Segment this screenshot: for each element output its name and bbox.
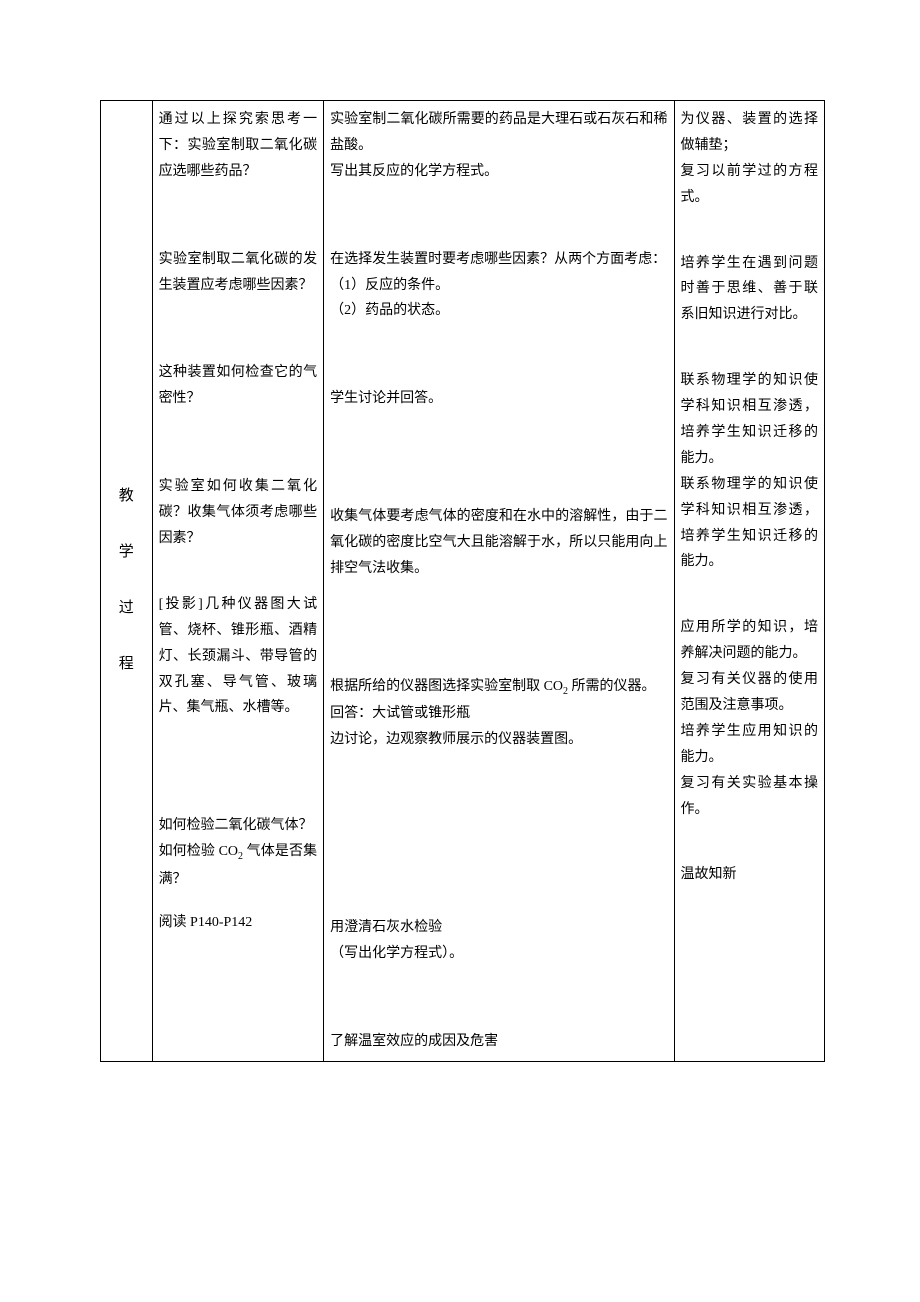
paragraph: 为仪器、装置的选择做辅垫； [681, 107, 819, 159]
paragraph: 通过以上探究索思考一下：实验室制取二氧化碳应选哪些药品？ [159, 107, 318, 185]
paragraph: 学生讨论并回答。 [330, 386, 667, 412]
spacer [159, 936, 318, 1006]
paragraph: 根据所给的仪器图选择实验室制取 CO2 所需的仪器。 [330, 674, 667, 701]
paragraph: 复习以前学过的方程式。 [681, 159, 819, 211]
spacer [330, 434, 667, 504]
paragraph: 在选择发生装置时要考虑哪些因素？从两个方面考虑： [330, 247, 667, 273]
paragraph: 如何检验二氧化碳气体？ [159, 813, 318, 839]
projection-tag: [投影] [159, 597, 203, 612]
paragraph: 了解温室效应的成因及危害 [330, 1029, 667, 1055]
paragraph: 写出其反应的化学方程式。 [330, 159, 667, 185]
paragraph: 培养学生应用知识的能力。 [681, 719, 819, 771]
spacer [159, 892, 318, 910]
paragraph: 温故知新 [681, 862, 819, 888]
paragraph: 边讨论，边观察教师展示的仪器装置图。 [330, 727, 667, 753]
paragraph: （1）反应的条件。 [330, 273, 667, 299]
spacer [159, 574, 318, 592]
paragraph: 这种装置如何检查它的气密性？ [159, 360, 318, 412]
spacer [681, 233, 819, 251]
row-label-char: 程 [107, 651, 146, 679]
paragraph: （写出化学方程式）。 [330, 941, 667, 967]
teacher-activity-cell: 通过以上探究索思考一下：实验室制取二氧化碳应选哪些药品？ 实验室制取二氧化碳的发… [152, 101, 324, 1062]
paragraph: 实验室制二氧化碳所需要的药品是大理石或石灰石和稀盐酸。 [330, 107, 667, 159]
row-label-cell: 教 学 过 程 [101, 101, 153, 1062]
row-label-char: 学 [107, 539, 146, 567]
paragraph: 如何检验 CO2 气体是否集满？ [159, 839, 318, 892]
student-activity-cell: 实验室制二氧化碳所需要的药品是大理石或石灰石和稀盐酸。 写出其反应的化学方程式。… [324, 101, 674, 1062]
paragraph: （2）药品的状态。 [330, 298, 667, 324]
text: 根据所给的仪器图选择实验室制取 CO [330, 679, 563, 694]
spacer [681, 597, 819, 615]
paragraph: 回答：大试管或锥形瓶 [330, 701, 667, 727]
paragraph: 联系物理学的知识使学科知识相互渗透，培养学生知识迁移的能力。 [681, 472, 819, 576]
lesson-table: 教 学 过 程 通过以上探究索思考一下：实验室制取二氧化碳应选哪些药品？ 实验室… [100, 100, 825, 1062]
spacer [159, 743, 318, 813]
spacer [159, 320, 318, 360]
spacer [330, 207, 667, 247]
spacer [681, 350, 819, 368]
text: 如何检验 CO [159, 844, 238, 859]
text: 所需的仪器。 [568, 679, 656, 694]
spacer [681, 844, 819, 862]
paragraph: 复习有关实验基本操作。 [681, 771, 819, 823]
paragraph: 阅读 P140-P142 [159, 910, 318, 936]
purpose-cell: 为仪器、装置的选择做辅垫； 复习以前学过的方程式。 培养学生在遇到问题时善于思维… [674, 101, 825, 1062]
paragraph: 实验室制取二氧化碳的发生装置应考虑哪些因素？ [159, 247, 318, 299]
paragraph: 收集气体要考虑气体的密度和在水中的溶解性，由于二氧化碳的密度比空气大且能溶解于水… [330, 504, 667, 582]
row-label-char: 教 [107, 483, 146, 511]
paragraph: 培养学生在遇到问题时善于思维、善于联系旧知识进行对比。 [681, 251, 819, 329]
text: 几种仪器图大试管、烧杯、锥形瓶、酒精灯、长颈漏斗、带导管的双孔塞、导气管、玻璃片… [159, 597, 318, 716]
spacer [159, 434, 318, 474]
spacer [330, 604, 667, 674]
spacer [330, 346, 667, 386]
paragraph: 联系物理学的知识使学科知识相互渗透，培养学生知识迁移的能力。 [681, 368, 819, 472]
spacer [330, 775, 667, 915]
row-label-char: 过 [107, 595, 146, 623]
paragraph: 应用所学的知识，培养解决问题的能力。 [681, 615, 819, 667]
table-row: 教 学 过 程 通过以上探究索思考一下：实验室制取二氧化碳应选哪些药品？ 实验室… [101, 101, 825, 1062]
paragraph: 实验室如何收集二氧化碳？收集气体须考虑哪些因素？ [159, 474, 318, 552]
spacer [159, 207, 318, 247]
paragraph: 用澄清石灰水检验 [330, 915, 667, 941]
paragraph: 复习有关仪器的使用范围及注意事项。 [681, 667, 819, 719]
spacer [330, 989, 667, 1029]
paragraph: [投影]几种仪器图大试管、烧杯、锥形瓶、酒精灯、长颈漏斗、带导管的双孔塞、导气管… [159, 592, 318, 721]
page: 教 学 过 程 通过以上探究索思考一下：实验室制取二氧化碳应选哪些药品？ 实验室… [0, 0, 920, 1162]
